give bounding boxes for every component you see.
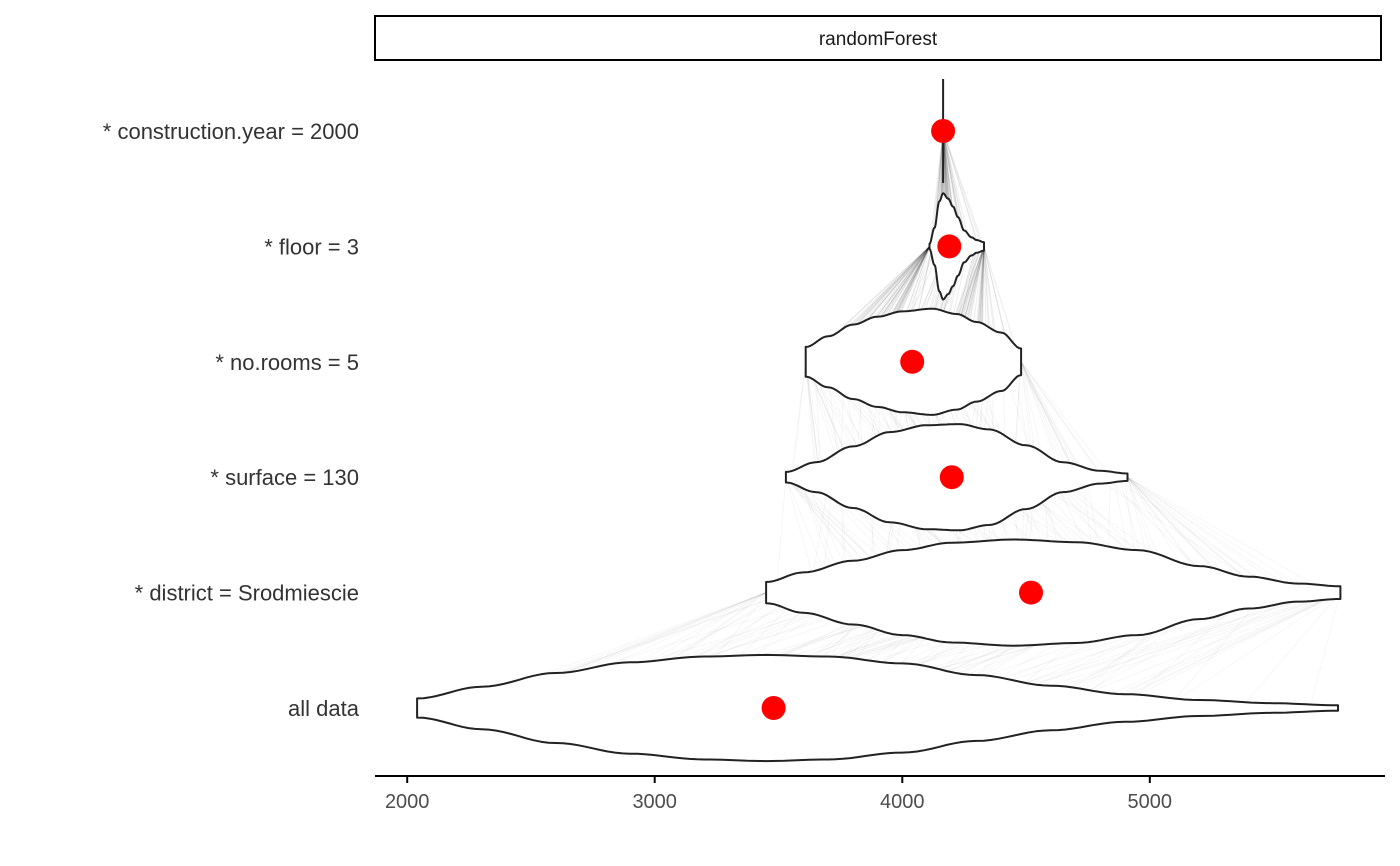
x-axis: 2000 3000 4000 5000 <box>375 775 1385 813</box>
y-axis-label: * construction.year = 2000 <box>103 119 359 144</box>
mean-point <box>939 465 964 490</box>
prediction-path-line <box>942 130 971 247</box>
mean-point <box>937 234 962 259</box>
y-axis-label: all data <box>288 696 360 721</box>
y-axis-label: * district = Srodmiescie <box>135 581 359 606</box>
panel-strip-label: randomForest <box>819 29 938 50</box>
prediction-path-line <box>929 130 944 247</box>
prediction-path-line <box>942 130 968 247</box>
prediction-path-line <box>942 130 979 247</box>
prediction-path-line <box>792 362 805 477</box>
x-axis-tick-label: 3000 <box>632 791 677 813</box>
panel-strip-box <box>374 15 1382 61</box>
violin-shape <box>416 653 1339 763</box>
prediction-path-line <box>931 130 944 247</box>
prediction-path-line <box>942 130 983 247</box>
mean-point <box>761 696 786 720</box>
y-axis-label: * surface = 130 <box>210 465 359 490</box>
mean-point <box>1019 580 1043 605</box>
x-axis-tick-label: 5000 <box>1128 791 1173 813</box>
mean-point <box>931 119 956 143</box>
violin-shape <box>765 538 1342 647</box>
x-axis-tick-label: 2000 <box>385 791 430 813</box>
prediction-path-line <box>942 130 980 247</box>
x-axis-tick-label: 4000 <box>880 791 925 813</box>
mean-point <box>900 349 925 374</box>
prediction-path-line <box>776 477 786 592</box>
y-axis-label: * no.rooms = 5 <box>215 350 359 375</box>
mean-points <box>761 119 1043 720</box>
y-axis-label: * floor = 3 <box>264 234 359 259</box>
prediction-path-line <box>942 130 985 247</box>
y-axis-labels: * construction.year = 2000 * floor = 3 * n… <box>103 119 360 721</box>
panel-strip: randomForest <box>374 15 1382 61</box>
